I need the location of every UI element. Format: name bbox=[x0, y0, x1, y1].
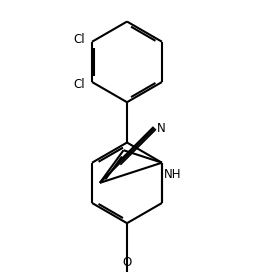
Text: O: O bbox=[122, 256, 132, 269]
Text: N: N bbox=[157, 122, 166, 135]
Text: Cl: Cl bbox=[73, 33, 85, 46]
Text: NH: NH bbox=[164, 167, 181, 181]
Text: Cl: Cl bbox=[73, 78, 85, 91]
